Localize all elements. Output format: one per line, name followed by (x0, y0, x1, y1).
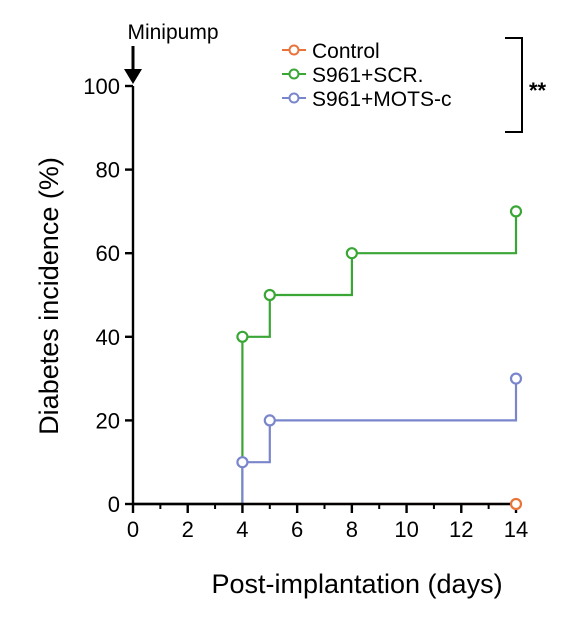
significance-marker: ** (529, 78, 547, 103)
minipump-label: Minipump (127, 21, 218, 44)
minipump-arrow-icon (124, 46, 142, 84)
y-tick-label: 20 (96, 408, 120, 433)
legend-item: S961+SCR. (282, 64, 423, 87)
series-layer (133, 211, 518, 506)
legend-swatch-marker (288, 68, 300, 80)
data-point (263, 288, 276, 302)
x-tick-label: 6 (291, 517, 303, 542)
y-axis-title: Diabetes incidence (%) (34, 157, 64, 435)
data-point (509, 497, 523, 511)
significance-bracket (505, 37, 523, 133)
data-point (263, 414, 276, 427)
x-tick-label: 4 (236, 517, 248, 542)
data-point (509, 372, 523, 385)
data-point (509, 205, 523, 218)
y-tick-label: 80 (96, 158, 120, 183)
y-tick-label: 60 (96, 241, 120, 266)
legend-swatch-marker (288, 44, 300, 56)
data-point (236, 330, 249, 343)
legend-item: S961+MOTS-c (282, 88, 451, 111)
legend-swatch-marker (288, 92, 300, 104)
legend-label: S961+SCR. (312, 64, 423, 87)
legend-item: Control (282, 40, 380, 63)
series-line-1 (133, 211, 518, 506)
x-tick-label: 10 (394, 517, 418, 542)
x-tick-label: 14 (504, 517, 528, 542)
legend-label: Control (312, 40, 380, 63)
legend-label: S961+MOTS-c (312, 88, 451, 111)
data-point (236, 456, 249, 469)
x-tick-label: 0 (127, 517, 139, 542)
points-layer (236, 205, 523, 511)
x-tick-label: 8 (346, 517, 358, 542)
x-tick-label: 12 (449, 517, 473, 542)
ticks-layer: 0 20 40 60 80 100 0 2 4 6 8 10 12 14 (83, 74, 528, 542)
series-line-2 (133, 378, 518, 506)
data-point (345, 247, 358, 260)
x-tick-label: 2 (182, 517, 194, 542)
y-tick-label: 100 (83, 74, 120, 99)
x-axis-title: Post-implantation (days) (211, 569, 502, 599)
y-tick-label: 0 (108, 492, 120, 517)
y-tick-label: 40 (96, 325, 120, 350)
